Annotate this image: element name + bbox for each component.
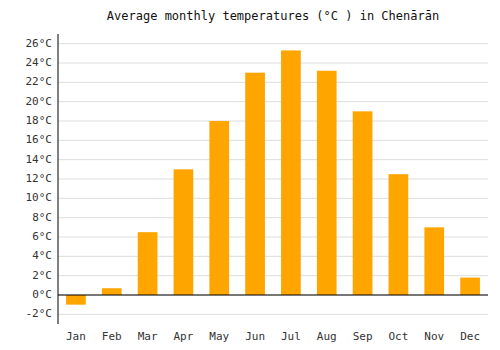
x-tick-label: Aug <box>317 330 337 343</box>
y-tick-label: 10°C <box>26 191 53 204</box>
y-tick-label: 4°C <box>32 249 52 262</box>
x-tick-label: Dec <box>460 330 480 343</box>
bar <box>317 71 337 295</box>
x-tick-label: Jul <box>281 330 301 343</box>
bar <box>209 121 229 295</box>
grid-line <box>58 121 488 122</box>
x-tick-label: Jun <box>245 330 265 343</box>
bar <box>66 295 86 305</box>
grid-line <box>58 314 488 315</box>
grid-line <box>58 63 488 64</box>
y-tick-label: 6°C <box>32 230 52 243</box>
grid-line <box>58 159 488 160</box>
x-tick-labels: Jan Feb Mar Apr May Jun Jul Aug Sep Oct Nov Dec <box>66 330 480 343</box>
grid-line <box>58 256 488 257</box>
bar <box>174 169 194 295</box>
x-tick-label: Jan <box>66 330 86 343</box>
y-tick-labels: -2°C 0°C 2°C 4°C 6°C 8°C 10°C 12°C 14°C 16°C 18°C 2… <box>26 37 53 321</box>
bar <box>102 288 122 295</box>
y-tick-label: 26°C <box>26 37 53 50</box>
bar <box>424 227 444 295</box>
bar <box>245 73 265 295</box>
y-axis-line <box>58 34 59 324</box>
y-tick-label: 8°C <box>32 211 52 224</box>
y-tick-label: 20°C <box>26 95 53 108</box>
y-tick-label: 2°C <box>32 269 52 282</box>
y-tick-label: 14°C <box>26 153 53 166</box>
x-tick-label: Nov <box>424 330 444 343</box>
bar <box>460 278 480 295</box>
grid-line <box>58 217 488 218</box>
x-tick-label: Feb <box>102 330 122 343</box>
grid <box>58 44 488 315</box>
x-tick-label: May <box>209 330 229 343</box>
x-tick-label: Mar <box>138 330 158 343</box>
grid-line <box>58 237 488 238</box>
grid-line <box>58 275 488 276</box>
title: Average monthly temperatures (°C ) in Ch… <box>107 9 439 23</box>
grid-line <box>58 198 488 199</box>
bar <box>281 50 301 295</box>
x-tick-label: Sep <box>353 330 373 343</box>
grid-line <box>58 43 488 44</box>
grid-line <box>58 179 488 180</box>
x-tick-label: Oct <box>388 330 408 343</box>
grid-line <box>58 140 488 141</box>
y-tick-label: 22°C <box>26 75 53 88</box>
y-tick-label: 18°C <box>26 114 53 127</box>
bar <box>138 232 158 295</box>
chart-container: -2°C 0°C 2°C 4°C 6°C 8°C 10°C 12°C 14°C 16°C 18°C 2… <box>0 0 500 350</box>
bar <box>353 111 373 295</box>
bars <box>66 50 480 304</box>
grid-line <box>58 101 488 102</box>
y-tick-label: 16°C <box>26 133 53 146</box>
y-tick-label: 0°C <box>32 288 52 301</box>
x-tick-label: Apr <box>173 330 193 343</box>
y-tick-label: -2°C <box>26 307 53 320</box>
y-tick-label: 12°C <box>26 172 53 185</box>
bar <box>389 174 409 295</box>
y-tick-label: 24°C <box>26 56 53 69</box>
grid-line <box>58 82 488 83</box>
grid-line <box>58 295 488 296</box>
zero-line <box>58 294 488 295</box>
chart: -2°C 0°C 2°C 4°C 6°C 8°C 10°C 12°C 14°C 16°C 18°C 2… <box>0 0 500 350</box>
